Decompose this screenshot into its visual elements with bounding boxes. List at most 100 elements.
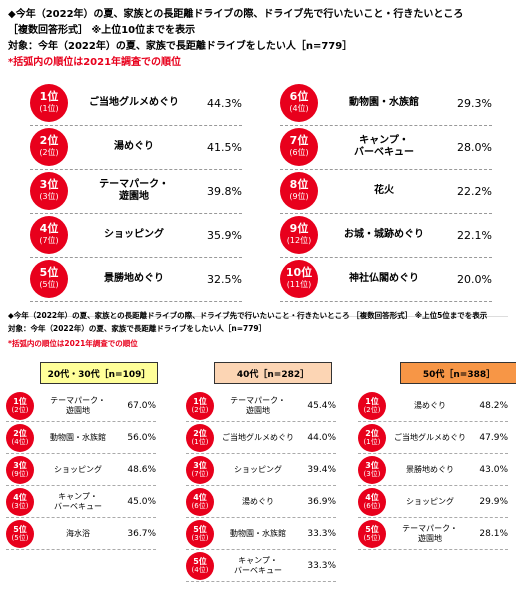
rank-label: キャンプ・ バーベキュー [354, 135, 414, 158]
rank-badge: 4位 (6位) [358, 488, 386, 516]
rank-percent: 28.1% [479, 529, 508, 539]
rank-label: 動物園・水族館 [349, 97, 419, 108]
rank-label: ショッピング [406, 497, 454, 506]
rank-item: 2位 (2位) 湯めぐり 41.5% [30, 128, 242, 170]
group-header-20s-30s: 20代・30代［n=109］ [40, 362, 158, 384]
rank-label: 海水浴 [66, 529, 90, 538]
rank-percent: 44.3% [207, 96, 242, 110]
rank-badge: 5位 (5位) [358, 520, 386, 548]
rank-percent: 45.0% [127, 497, 156, 507]
rank-label: 湯めぐり [242, 497, 274, 506]
rank-label: 花火 [374, 185, 394, 196]
rank-badge: 3位 (3位) [358, 456, 386, 484]
rank-label: 景勝地めぐり [406, 465, 454, 474]
rank-percent: 35.9% [207, 228, 242, 242]
rank-item: 5位 (4位) キャンプ・ バーベキュー 33.3% [186, 552, 336, 582]
group-header-50s: 50代［n=388］ [400, 362, 516, 384]
rank-badge: 2位 (4位) [6, 424, 34, 452]
rank-item: 3位 (3位) テーマパーク・ 遊園地 39.8% [30, 172, 242, 214]
rank-item: 3位 (9位) ショッピング 48.6% [6, 456, 156, 486]
rank-badge: 5位 (4位) [186, 552, 214, 580]
rank-label: 景勝地めぐり [104, 273, 164, 284]
rank-badge: 5位 (5位) [30, 260, 68, 298]
rank-item: 4位 (7位) ショッピング 35.9% [30, 216, 242, 258]
rank-item: 2位 (1位) ご当地グルメめぐり 47.9% [358, 424, 508, 454]
rank-label: ご当地グルメめぐり [89, 97, 179, 108]
rank-percent: 56.0% [127, 433, 156, 443]
rank-label: キャンプ・ バーベキュー [54, 492, 102, 511]
rank-item: 8位 (9位) 花火 22.2% [280, 172, 492, 214]
rank-percent: 33.3% [307, 529, 336, 539]
rank-percent: 44.0% [307, 433, 336, 443]
top-subtitle: ［複数回答形式］ ※上位10位までを表示 [8, 25, 196, 36]
rank-percent: 39.4% [307, 465, 336, 475]
rank-item: 4位 (6位) ショッピング 29.9% [358, 488, 508, 518]
rank-badge: 9位 (12位) [280, 216, 318, 254]
top-note: *括弧内の順位は2021年調査での順位 [8, 57, 182, 68]
rank-item: 1位 (2位) 湯めぐり 48.2% [358, 392, 508, 422]
bottom-note: *括弧内の順位は2021年調査での順位 [8, 339, 138, 348]
rank-badge: 4位 (7位) [30, 216, 68, 254]
rank-label: キャンプ・ バーベキュー [234, 556, 282, 575]
rank-badge: 1位 (2位) [186, 392, 214, 420]
rank-label: ご当地グルメめぐり [394, 433, 466, 442]
rank-percent: 67.0% [127, 401, 156, 411]
rank-label: ショッピング [104, 229, 164, 240]
rank-item: 3位 (7位) ショッピング 39.4% [186, 456, 336, 486]
rank-label: テーマパーク・ 遊園地 [230, 396, 286, 415]
rank-item: 1位 (1位) ご当地グルメめぐり 44.3% [30, 84, 242, 126]
rank-percent: 39.8% [207, 184, 242, 198]
rank-label: 動物園・水族館 [50, 433, 106, 442]
rank-label: テーマパーク・ 遊園地 [402, 524, 458, 543]
rank-badge: 4位 (6位) [186, 488, 214, 516]
bottom-target: 対象：今年（2022年）の夏、家族で長距離ドライブをしたい人［n=779］ [8, 324, 267, 333]
rank-item: 9位 (12位) お城・城跡めぐり 22.1% [280, 216, 492, 258]
rank-percent: 43.0% [479, 465, 508, 475]
rank-item: 5位 (5位) 海水浴 36.7% [6, 520, 156, 550]
rank-label: 神社仏閣めぐり [349, 273, 419, 284]
rank-badge: 8位 (9位) [280, 172, 318, 210]
rank-item: 5位 (3位) 動物園・水族館 33.3% [186, 520, 336, 550]
top-title: ◆今年（2022年）の夏、家族との長距離ドライブの際、ドライブ先で行いたいこと・… [8, 9, 464, 20]
rank-badge: 1位 (2位) [358, 392, 386, 420]
rank-percent: 33.3% [307, 561, 336, 571]
rank-badge: 2位 (2位) [30, 128, 68, 166]
rank-item: 7位 (6位) キャンプ・ バーベキュー 28.0% [280, 128, 492, 170]
rank-percent: 47.9% [479, 433, 508, 443]
rank-percent: 36.9% [307, 497, 336, 507]
section-divider [8, 316, 508, 317]
rank-badge: 5位 (3位) [186, 520, 214, 548]
rank-badge: 3位 (3位) [30, 172, 68, 210]
rank-badge: 3位 (7位) [186, 456, 214, 484]
rank-label: ショッピング [234, 465, 282, 474]
rank-percent: 32.5% [207, 272, 242, 286]
rank-item: 5位 (5位) テーマパーク・ 遊園地 28.1% [358, 520, 508, 550]
rank-label: テーマパーク・ 遊園地 [99, 179, 169, 202]
rank-item: 1位 (2位) テーマパーク・ 遊園地 67.0% [6, 392, 156, 422]
group-header-40s: 40代［n=282］ [214, 362, 332, 384]
top-target: 対象：今年（2022年）の夏、家族で長距離ドライブをしたい人［n=779］ [8, 41, 353, 52]
rank-item: 3位 (3位) 景勝地めぐり 43.0% [358, 456, 508, 486]
rank-percent: 45.4% [307, 401, 336, 411]
rank-percent: 41.5% [207, 140, 242, 154]
rank-badge: 10位 (11位) [280, 260, 318, 298]
rank-label: ご当地グルメめぐり [222, 433, 294, 442]
rank-badge: 1位 (1位) [30, 84, 68, 122]
rank-percent: 28.0% [457, 140, 492, 154]
rank-item: 6位 (4位) 動物園・水族館 29.3% [280, 84, 492, 126]
rank-percent: 48.2% [479, 401, 508, 411]
rank-label: ショッピング [54, 465, 102, 474]
rank-percent: 29.3% [457, 96, 492, 110]
rank-label: 湯めぐり [114, 141, 154, 152]
rank-badge: 2位 (1位) [358, 424, 386, 452]
rank-badge: 6位 (4位) [280, 84, 318, 122]
rank-label: テーマパーク・ 遊園地 [50, 396, 106, 415]
rank-badge: 1位 (2位) [6, 392, 34, 420]
rank-percent: 36.7% [127, 529, 156, 539]
rank-percent: 22.2% [457, 184, 492, 198]
rank-label: 動物園・水族館 [230, 529, 286, 538]
rank-badge: 5位 (5位) [6, 520, 34, 548]
rank-item: 2位 (1位) ご当地グルメめぐり 44.0% [186, 424, 336, 454]
rank-badge: 2位 (1位) [186, 424, 214, 452]
rank-item: 2位 (4位) 動物園・水族館 56.0% [6, 424, 156, 454]
